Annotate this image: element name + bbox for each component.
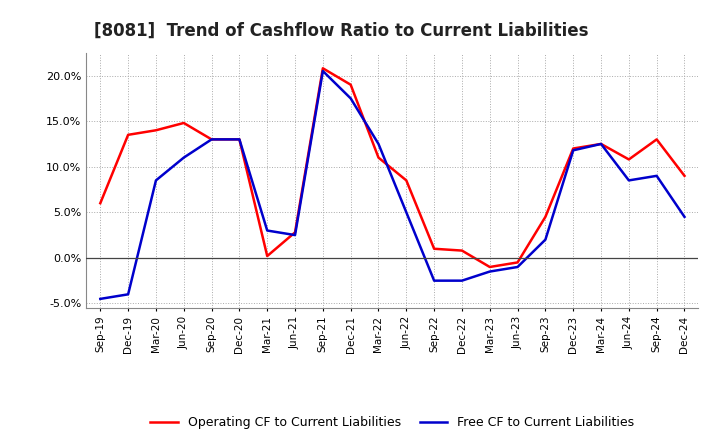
- Operating CF to Current Liabilities: [291, 230, 300, 235]
- Operating CF to Current Liabilities: [235, 137, 243, 142]
- Operating CF to Current Liabilities: [152, 128, 161, 133]
- Free CF to Current Liabilities: [124, 292, 132, 297]
- Operating CF to Current Liabilities: [124, 132, 132, 137]
- Operating CF to Current Liabilities: [624, 157, 633, 162]
- Operating CF to Current Liabilities: [402, 178, 410, 183]
- Operating CF to Current Liabilities: [513, 260, 522, 265]
- Free CF to Current Liabilities: [235, 137, 243, 142]
- Operating CF to Current Liabilities: [207, 137, 216, 142]
- Free CF to Current Liabilities: [374, 141, 383, 147]
- Free CF to Current Liabilities: [458, 278, 467, 283]
- Operating CF to Current Liabilities: [179, 120, 188, 126]
- Free CF to Current Liabilities: [597, 141, 606, 147]
- Operating CF to Current Liabilities: [430, 246, 438, 251]
- Free CF to Current Liabilities: [263, 228, 271, 233]
- Free CF to Current Liabilities: [430, 278, 438, 283]
- Free CF to Current Liabilities: [485, 269, 494, 274]
- Free CF to Current Liabilities: [541, 237, 550, 242]
- Line: Free CF to Current Liabilities: Free CF to Current Liabilities: [100, 71, 685, 299]
- Free CF to Current Liabilities: [624, 178, 633, 183]
- Free CF to Current Liabilities: [569, 148, 577, 153]
- Operating CF to Current Liabilities: [96, 201, 104, 206]
- Line: Operating CF to Current Liabilities: Operating CF to Current Liabilities: [100, 68, 685, 267]
- Text: [8081]  Trend of Cashflow Ratio to Current Liabilities: [8081] Trend of Cashflow Ratio to Curren…: [94, 22, 588, 40]
- Operating CF to Current Liabilities: [541, 214, 550, 220]
- Free CF to Current Liabilities: [680, 214, 689, 220]
- Free CF to Current Liabilities: [179, 155, 188, 160]
- Free CF to Current Liabilities: [152, 178, 161, 183]
- Free CF to Current Liabilities: [96, 296, 104, 301]
- Operating CF to Current Liabilities: [346, 82, 355, 87]
- Free CF to Current Liabilities: [291, 232, 300, 238]
- Operating CF to Current Liabilities: [458, 248, 467, 253]
- Operating CF to Current Liabilities: [263, 253, 271, 259]
- Operating CF to Current Liabilities: [318, 66, 327, 71]
- Legend: Operating CF to Current Liabilities, Free CF to Current Liabilities: Operating CF to Current Liabilities, Fre…: [145, 411, 639, 434]
- Free CF to Current Liabilities: [318, 68, 327, 73]
- Operating CF to Current Liabilities: [652, 137, 661, 142]
- Free CF to Current Liabilities: [207, 137, 216, 142]
- Operating CF to Current Liabilities: [569, 146, 577, 151]
- Free CF to Current Liabilities: [346, 96, 355, 101]
- Operating CF to Current Liabilities: [374, 155, 383, 160]
- Operating CF to Current Liabilities: [680, 173, 689, 179]
- Operating CF to Current Liabilities: [485, 264, 494, 270]
- Free CF to Current Liabilities: [652, 173, 661, 179]
- Free CF to Current Liabilities: [402, 210, 410, 215]
- Free CF to Current Liabilities: [513, 264, 522, 270]
- Operating CF to Current Liabilities: [597, 141, 606, 147]
